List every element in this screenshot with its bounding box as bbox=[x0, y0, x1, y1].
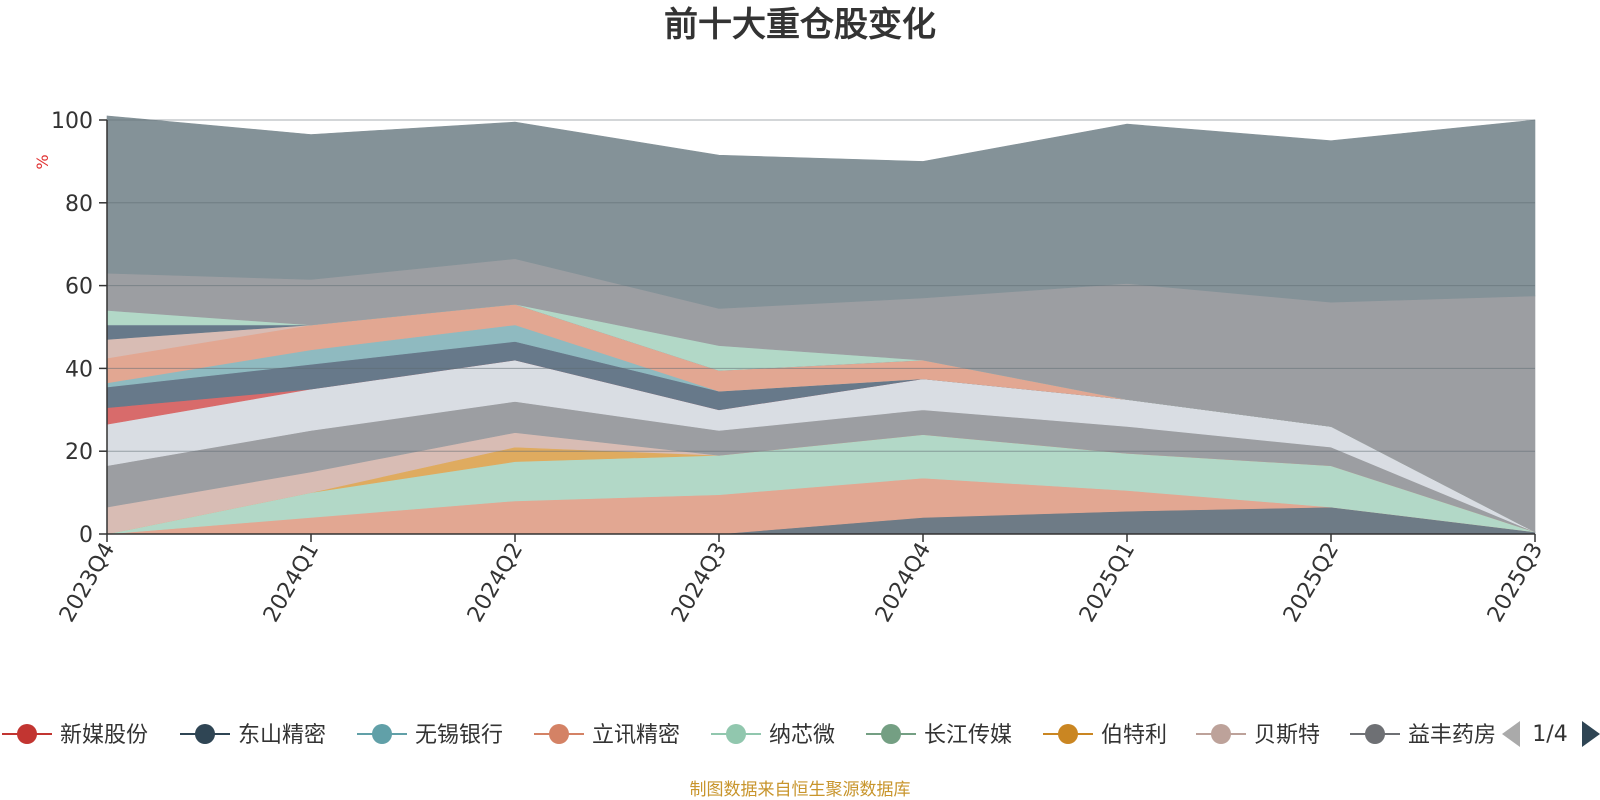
area-series-group bbox=[106, 115, 1536, 535]
y-tick-label: 40 bbox=[65, 357, 93, 382]
legend-marker-icon bbox=[372, 724, 392, 744]
legend-label: 东山精密 bbox=[238, 723, 326, 748]
source-note: 制图数据来自恒生聚源数据库 bbox=[690, 780, 911, 800]
legend-next-icon[interactable] bbox=[1582, 721, 1600, 747]
legend-item[interactable]: 益丰药房 bbox=[1350, 723, 1496, 748]
y-tick-label: 0 bbox=[79, 523, 93, 548]
legend-item[interactable]: 贝斯特 bbox=[1196, 723, 1320, 748]
legend-page-indicator: 1/4 bbox=[1532, 722, 1567, 747]
legend-marker-icon bbox=[1365, 724, 1385, 744]
legend-label: 纳芯微 bbox=[769, 723, 835, 748]
legend-item[interactable]: 东山精密 bbox=[180, 723, 326, 748]
legend-label: 新媒股份 bbox=[60, 723, 148, 748]
legend-label: 无锡银行 bbox=[415, 723, 503, 748]
x-tick-label: 2025Q1 bbox=[1075, 539, 1140, 627]
legend-item[interactable]: 无锡银行 bbox=[357, 723, 503, 748]
legend[interactable]: 新媒股份 东山精密 无锡银行 立讯精密 纳芯微 长江传媒 伯特利 贝斯特 益丰药房 bbox=[2, 723, 1496, 748]
area-series-16 bbox=[106, 115, 1536, 309]
x-tick-label: 2024Q3 bbox=[667, 539, 732, 627]
legend-item[interactable]: 新媒股份 bbox=[2, 723, 148, 748]
legend-marker-icon bbox=[549, 724, 569, 744]
legend-label: 贝斯特 bbox=[1254, 723, 1320, 748]
y-tick-label: 20 bbox=[65, 440, 93, 465]
grid-lines bbox=[107, 119, 1535, 452]
x-axis-ticks: 2023Q4 2024Q1 2024Q2 2024Q3 2024Q4 2025Q1 2025… bbox=[55, 534, 1548, 627]
legend-label: 长江传媒 bbox=[924, 723, 1012, 748]
y-tick-label: 60 bbox=[65, 275, 93, 300]
x-tick-label: 2023Q4 bbox=[55, 539, 120, 627]
y-tick-label: 100 bbox=[51, 109, 93, 134]
legend-marker-icon bbox=[1211, 724, 1231, 744]
legend-marker-icon bbox=[881, 724, 901, 744]
axes bbox=[106, 120, 1535, 535]
x-tick-label: 2025Q3 bbox=[1483, 539, 1548, 627]
y-axis-unit: % bbox=[33, 154, 52, 169]
x-tick-label: 2024Q2 bbox=[463, 539, 528, 627]
x-tick-label: 2025Q2 bbox=[1279, 539, 1344, 627]
legend-pager[interactable]: 1/4 bbox=[1502, 721, 1600, 747]
legend-label: 益丰药房 bbox=[1408, 723, 1496, 748]
y-axis-ticks: 0 20 40 60 80 100 bbox=[51, 109, 107, 548]
legend-marker-icon bbox=[195, 724, 215, 744]
legend-marker-icon bbox=[1058, 724, 1078, 744]
legend-item[interactable]: 长江传媒 bbox=[866, 723, 1012, 748]
legend-item[interactable]: 伯特利 bbox=[1043, 723, 1167, 748]
legend-marker-icon bbox=[17, 724, 37, 744]
legend-label: 立讯精密 bbox=[592, 723, 680, 748]
x-tick-label: 2024Q4 bbox=[871, 539, 936, 627]
legend-marker-icon bbox=[726, 724, 746, 744]
legend-item[interactable]: 纳芯微 bbox=[711, 723, 835, 748]
chart-title: 前十大重仓股变化 bbox=[664, 5, 936, 45]
x-tick-label: 2024Q1 bbox=[259, 539, 324, 627]
legend-label: 伯特利 bbox=[1101, 723, 1167, 748]
y-tick-label: 80 bbox=[65, 192, 93, 217]
legend-item[interactable]: 立讯精密 bbox=[534, 723, 680, 748]
legend-prev-icon[interactable] bbox=[1502, 721, 1520, 747]
